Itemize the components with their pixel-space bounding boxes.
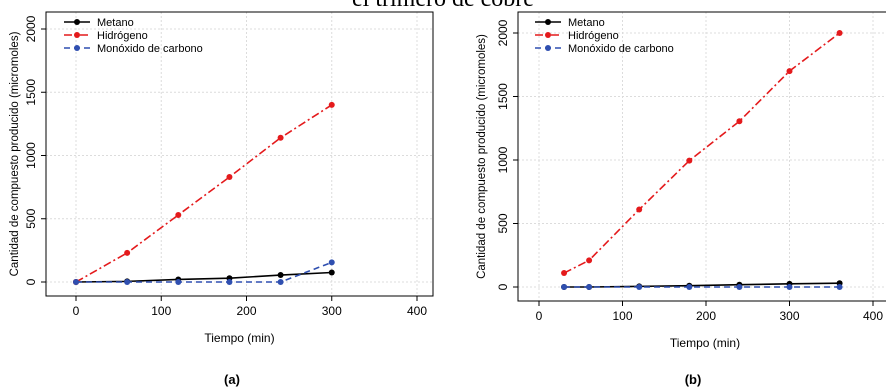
data-point xyxy=(736,284,743,290)
y-tick-label: 2000 xyxy=(24,15,38,42)
data-point xyxy=(636,284,643,290)
x-axis-label: Tiempo (min) xyxy=(204,331,274,345)
data-point xyxy=(586,284,593,290)
data-point xyxy=(586,257,593,264)
chart-panel-a: 0 100 200 300 400 0 500 1000 1500 2000 Tiempo (min… xyxy=(9,11,434,387)
data-point xyxy=(836,30,843,36)
panel-label: (b) xyxy=(685,372,702,387)
x-tick-label: 200 xyxy=(696,309,716,323)
x-tick-label: 400 xyxy=(863,309,883,323)
data-point xyxy=(226,174,233,181)
y-tick-label: 1500 xyxy=(496,83,510,110)
legend-swatch-point xyxy=(74,19,80,25)
legend-swatch-point xyxy=(545,32,551,38)
y-tick-label: 1000 xyxy=(24,142,38,169)
chart-panel-b: 0 100 200 300 400 0 500 1000 1500 2000 Tiempo (min… xyxy=(476,11,886,387)
x-tick-label: 400 xyxy=(407,304,427,318)
x-tick-label: 300 xyxy=(322,304,342,318)
legend-label: Metano xyxy=(97,17,134,29)
data-point xyxy=(786,284,793,290)
data-point xyxy=(226,279,233,285)
x-tick-label: 100 xyxy=(612,309,632,323)
data-point xyxy=(561,284,568,290)
data-point xyxy=(124,279,131,285)
data-point xyxy=(636,206,643,213)
legend-swatch-point xyxy=(74,32,80,38)
x-axis-label: Tiempo (min) xyxy=(670,336,740,350)
data-point xyxy=(175,279,182,285)
data-point xyxy=(328,101,335,108)
data-point xyxy=(124,249,131,256)
y-tick-label: 2000 xyxy=(496,19,510,46)
panel-label: (a) xyxy=(224,372,240,387)
x-tick-label: 0 xyxy=(536,309,543,323)
legend-swatch-point xyxy=(545,19,551,25)
legend-label: Hidrógeno xyxy=(97,30,148,42)
x-tick-label: 200 xyxy=(236,304,256,318)
y-axis-label: Cantidad de compuesto producido (micromo… xyxy=(9,31,21,276)
x-tick-label: 100 xyxy=(151,304,171,318)
plot-frame xyxy=(517,11,886,302)
data-point xyxy=(277,134,284,141)
legend-label: Monóxido de carbono xyxy=(568,43,674,55)
data-point xyxy=(277,279,284,285)
data-point xyxy=(328,259,335,266)
series-line-1 xyxy=(75,104,333,283)
legend-swatch-point xyxy=(74,45,80,51)
data-point xyxy=(561,270,568,277)
data-point xyxy=(736,118,743,125)
data-point xyxy=(328,269,335,276)
legend-swatch-point xyxy=(545,45,551,51)
plot-frame xyxy=(45,11,434,297)
data-point xyxy=(836,284,843,290)
y-tick-label: 0 xyxy=(24,278,38,285)
y-axis-label: Cantidad de compuesto producido (micromo… xyxy=(476,34,488,279)
data-point xyxy=(786,68,793,75)
legend-label: Monóxido de carbono xyxy=(97,43,203,55)
data-point xyxy=(73,279,79,285)
y-tick-label: 500 xyxy=(496,213,510,233)
data-point xyxy=(277,272,284,279)
y-tick-label: 500 xyxy=(24,208,38,228)
figure-top-title: el trímero de cobre xyxy=(0,0,886,13)
data-point xyxy=(686,157,693,164)
legend-label: Metano xyxy=(568,17,605,29)
legend-label: Hidrógeno xyxy=(568,30,619,42)
series-line-1 xyxy=(563,32,841,274)
data-point xyxy=(686,284,693,290)
x-tick-label: 300 xyxy=(779,309,799,323)
y-tick-label: 1000 xyxy=(496,146,510,173)
data-point xyxy=(175,211,182,218)
series-line-2 xyxy=(76,261,333,283)
series-line-0 xyxy=(75,271,332,283)
y-tick-label: 1500 xyxy=(24,79,38,106)
y-tick-label: 0 xyxy=(496,283,510,290)
x-tick-label: 0 xyxy=(73,304,80,318)
